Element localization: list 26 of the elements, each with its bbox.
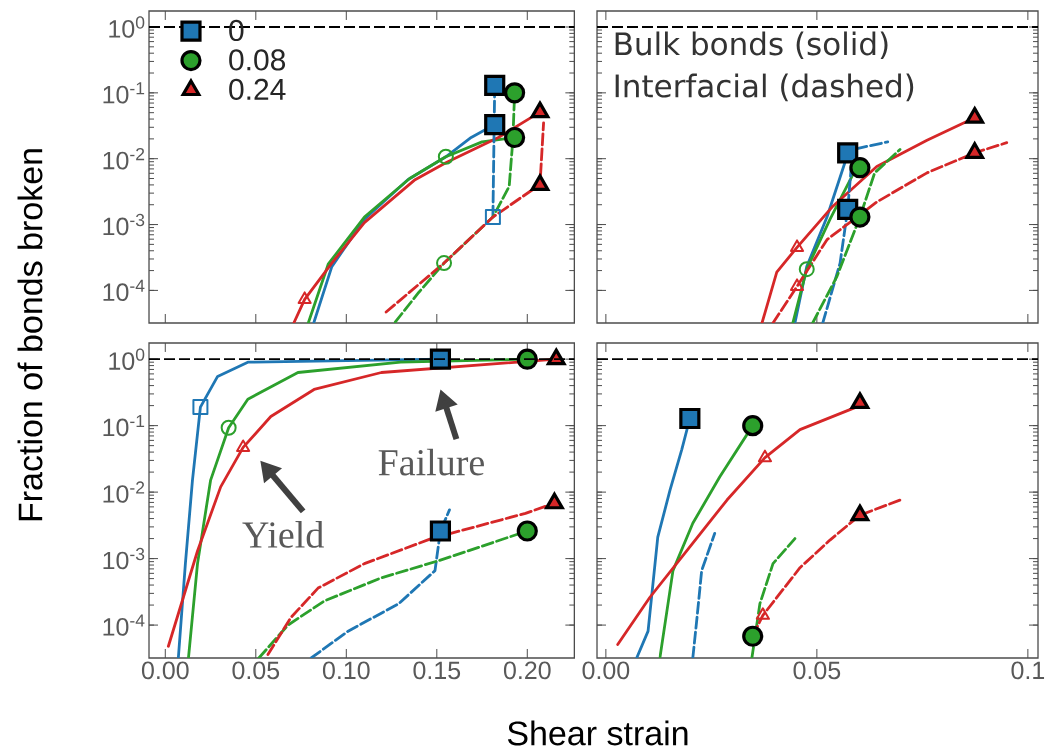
legend-label: 0.24 (229, 78, 286, 101)
y-tick-label: 10$^{-3}$ (103, 213, 145, 236)
y-axis-title: Fraction of bonds broken (17, 149, 43, 521)
annotation: Failure (378, 448, 484, 476)
x-axis-title: Shear strain (507, 720, 688, 746)
x-tick-label: 0.05 (793, 661, 841, 680)
annotation: Bulk bonds (solid) (615, 31, 888, 60)
y-tick-label: 10$^{-2}$ (103, 481, 145, 503)
y-tick-label: 10$^{0}$ (109, 348, 145, 370)
x-tick-label: 0.00 (141, 661, 189, 680)
x-tick-label: 0.15 (413, 661, 461, 680)
y-tick-label: 10$^{-2}$ (103, 147, 145, 170)
annotation: Yield (242, 521, 324, 548)
legend-label: 0.08 (229, 49, 286, 71)
x-tick-label: 0.05 (232, 661, 280, 680)
y-tick-label: 10$^{-4}$ (103, 614, 145, 636)
y-tick-label: 10$^{-1}$ (103, 414, 145, 437)
y-tick-label: 10$^{-3}$ (103, 547, 145, 570)
x-tick-label: 0.20 (503, 661, 551, 680)
annotation: Interfacial (dashed) (615, 73, 914, 102)
x-tick-label: 0.10 (322, 661, 370, 680)
y-tick-label: 10$^{-1}$ (103, 82, 145, 104)
x-tick-label: 0.1 (1011, 661, 1045, 680)
y-tick-label: 10$^{-4}$ (103, 279, 145, 302)
y-tick-label: 10$^{0}$ (109, 16, 145, 38)
x-tick-label: 0.00 (582, 661, 630, 680)
